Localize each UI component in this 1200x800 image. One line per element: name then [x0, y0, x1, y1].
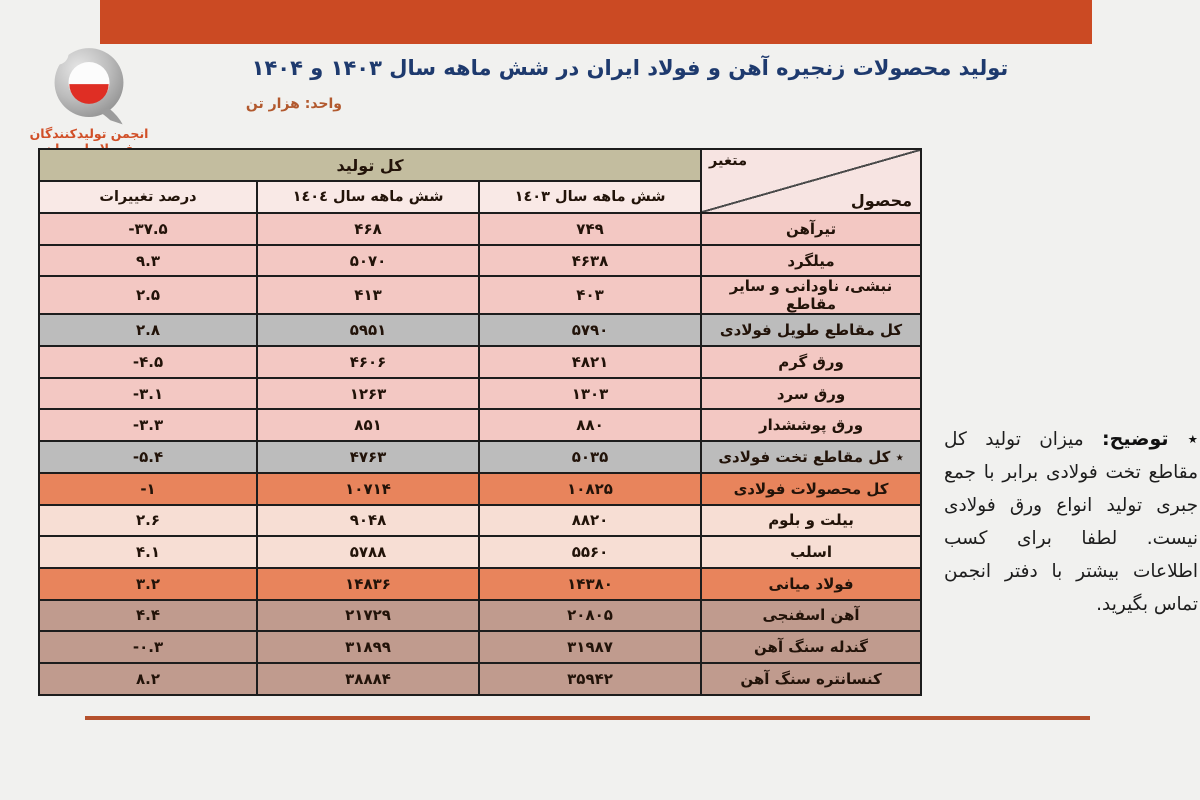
change-cell: ۹.۳: [37, 243, 259, 278]
table-row: ورق سرد ۱۳۰۳ ۱۲۶۳ -۳.۱: [37, 376, 923, 411]
table-row: کنسانتره سنگ آهن ۳۵۹۴۲ ۳۸۸۸۴ ۸.۲: [37, 661, 923, 696]
change-cell: -۴.۵: [37, 345, 259, 379]
change-cell: ۳.۲: [37, 566, 259, 601]
value-1404-cell: ۳۸۸۸۴: [256, 661, 481, 696]
value-1403-cell: ۱۰۸۲۵: [478, 471, 703, 506]
value-1404-cell: ۳۱۸۹۹: [256, 630, 481, 664]
value-1403-cell: ۱۴۳۸۰: [478, 566, 703, 601]
value-1403-cell: ۳۵۹۴۲: [478, 661, 703, 696]
product-cell: بیلت و بلوم: [700, 503, 923, 538]
value-1404-cell: ۹۰۴۸: [256, 503, 481, 538]
table-row: گندله سنگ آهن ۳۱۹۸۷ ۳۱۸۹۹ -۰.۳: [37, 630, 923, 664]
product-cell: میلگرد: [700, 243, 923, 278]
steel-swirl-icon: [48, 44, 124, 125]
change-cell: ۴.۴: [37, 598, 259, 633]
product-cell: ورق گرم: [700, 345, 923, 379]
value-1404-cell: ۱۰۷۱۴: [256, 471, 481, 506]
product-cell: گندله سنگ آهن: [700, 630, 923, 664]
table-row: کل مقاطع طویل فولادی ۵۷۹۰ ۵۹۵۱ ۲.۸: [37, 313, 923, 348]
unit-label: واحد: هزار تن: [245, 96, 342, 112]
logo-org-line1: انجمن تولیدکنندگان: [29, 126, 149, 141]
change-cell: ۲.۵: [37, 275, 259, 316]
table-row: میلگرد ۴۶۳۸ ۵۰۷۰ ۹.۳: [37, 243, 923, 278]
value-1404-cell: ۵۰۷۰: [256, 243, 481, 278]
value-1403-cell: ۳۱۹۸۷: [478, 630, 703, 664]
change-cell: ۲.۶: [37, 503, 259, 538]
top-accent-bar: [100, 0, 1092, 44]
col-header-change: درصد تغییرات: [37, 180, 259, 214]
corner-header-cell: متغیر محصول: [700, 148, 923, 214]
value-1404-cell: ۴۶۰۶: [256, 345, 481, 379]
change-cell: -۰.۳: [37, 630, 259, 664]
table-row: کل محصولات فولادی ۱۰۸۲۵ ۱۰۷۱۴ -۱: [37, 471, 923, 506]
product-cell: آهن اسفنجی: [700, 598, 923, 633]
bottom-accent-line: [85, 716, 1090, 720]
corner-variable-label: متغیر: [709, 153, 748, 169]
value-1403-cell: ۴۶۳۸: [478, 243, 703, 278]
table-row: آهن اسفنجی ۲۰۸۰۵ ۲۱۷۲۹ ۴.۴: [37, 598, 923, 633]
product-cell: کل محصولات فولادی: [700, 471, 923, 506]
value-1404-cell: ۱۴۸۳۶: [256, 566, 481, 601]
association-logo: انجمن تولیدکنندگان فــولاد ایـــران: [28, 44, 150, 157]
production-table: متغیر محصول کل تولید شش ماهه سال ١٤٠٣ شش…: [37, 148, 923, 696]
page-title: تولید محصولات زنجیره آهن و فولاد ایران د…: [251, 56, 1009, 80]
product-cell: فولاد میانی: [700, 566, 923, 601]
value-1403-cell: ۱۳۰۳: [478, 376, 703, 411]
value-1404-cell: ۵۷۸۸: [256, 535, 481, 569]
change-cell: ۸.۲: [37, 661, 259, 696]
total-production-header: کل تولید: [37, 148, 703, 182]
value-1404-cell: ۱۲۶۳: [256, 376, 481, 411]
footnote-marker: ٭: [1187, 428, 1198, 450]
table-row: نبشی، ناودانی و سایر مقاطع ۴۰۳ ۴۱۳ ۲.۵: [37, 275, 923, 316]
change-cell: -۳۷.۵: [37, 212, 259, 246]
value-1403-cell: ۷۴۹: [478, 212, 703, 246]
value-1404-cell: ۴۶۸: [256, 212, 481, 246]
value-1404-cell: ۲۱۷۲۹: [256, 598, 481, 633]
col-header-1403: شش ماهه سال ١٤٠٣: [478, 180, 703, 214]
table-row: ٭ کل مقاطع تخت فولادی ۵۰۳۵ ۴۷۶۳ -۵.۴: [37, 440, 923, 474]
table-row: بیلت و بلوم ۸۸۲۰ ۹۰۴۸ ۲.۶: [37, 503, 923, 538]
change-cell: ۴.۱: [37, 535, 259, 569]
change-cell: -۵.۴: [37, 440, 259, 474]
product-cell: ٭ کل مقاطع تخت فولادی: [700, 440, 923, 474]
product-cell: نبشی، ناودانی و سایر مقاطع: [700, 275, 923, 316]
change-cell: -۳.۱: [37, 376, 259, 411]
change-cell: -۳.۳: [37, 408, 259, 443]
value-1403-cell: ۵۰۳۵: [478, 440, 703, 474]
value-1403-cell: ۵۵۶۰: [478, 535, 703, 569]
value-1403-cell: ۴۸۲۱: [478, 345, 703, 379]
product-cell: کنسانتره سنگ آهن: [700, 661, 923, 696]
col-header-1404: شش ماهه سال ١٤٠٤: [256, 180, 481, 214]
table-row: فولاد میانی ۱۴۳۸۰ ۱۴۸۳۶ ۳.۲: [37, 566, 923, 601]
product-cell: ورق سرد: [700, 376, 923, 411]
table-row: ورق گرم ۴۸۲۱ ۴۶۰۶ -۴.۵: [37, 345, 923, 379]
change-cell: ۲.۸: [37, 313, 259, 348]
table-row: تیرآهن ۷۴۹ ۴۶۸ -۳۷.۵: [37, 212, 923, 246]
value-1403-cell: ۵۷۹۰: [478, 313, 703, 348]
table-row: ورق پوششدار ۸۸۰ ۸۵۱ -۳.۳: [37, 408, 923, 443]
value-1403-cell: ۲۰۸۰۵: [478, 598, 703, 633]
product-cell: اسلب: [700, 535, 923, 569]
footnote-label: ٭ توضیح:: [1102, 428, 1198, 450]
value-1403-cell: ۸۸۲۰: [478, 503, 703, 538]
change-cell: -۱: [37, 471, 259, 506]
value-1404-cell: ۴۱۳: [256, 275, 481, 316]
value-1404-cell: ۵۹۵۱: [256, 313, 481, 348]
footnote-label-text: توضیح:: [1102, 428, 1169, 450]
product-cell: ورق پوششدار: [700, 408, 923, 443]
product-cell: تیرآهن: [700, 212, 923, 246]
table-row: اسلب ۵۵۶۰ ۵۷۸۸ ۴.۱: [37, 535, 923, 569]
footnote: ٭ توضیح: میزان تولید کل مقاطع تخت فولادی…: [944, 423, 1198, 621]
value-1404-cell: ۴۷۶۳: [256, 440, 481, 474]
value-1403-cell: ۸۸۰: [478, 408, 703, 443]
product-cell: کل مقاطع طویل فولادی: [700, 313, 923, 348]
footnote-body: میزان تولید کل مقاطع تخت فولادی برابر با…: [944, 429, 1198, 615]
corner-product-label: محصول: [850, 191, 913, 210]
value-1404-cell: ۸۵۱: [256, 408, 481, 443]
value-1403-cell: ۴۰۳: [478, 275, 703, 316]
